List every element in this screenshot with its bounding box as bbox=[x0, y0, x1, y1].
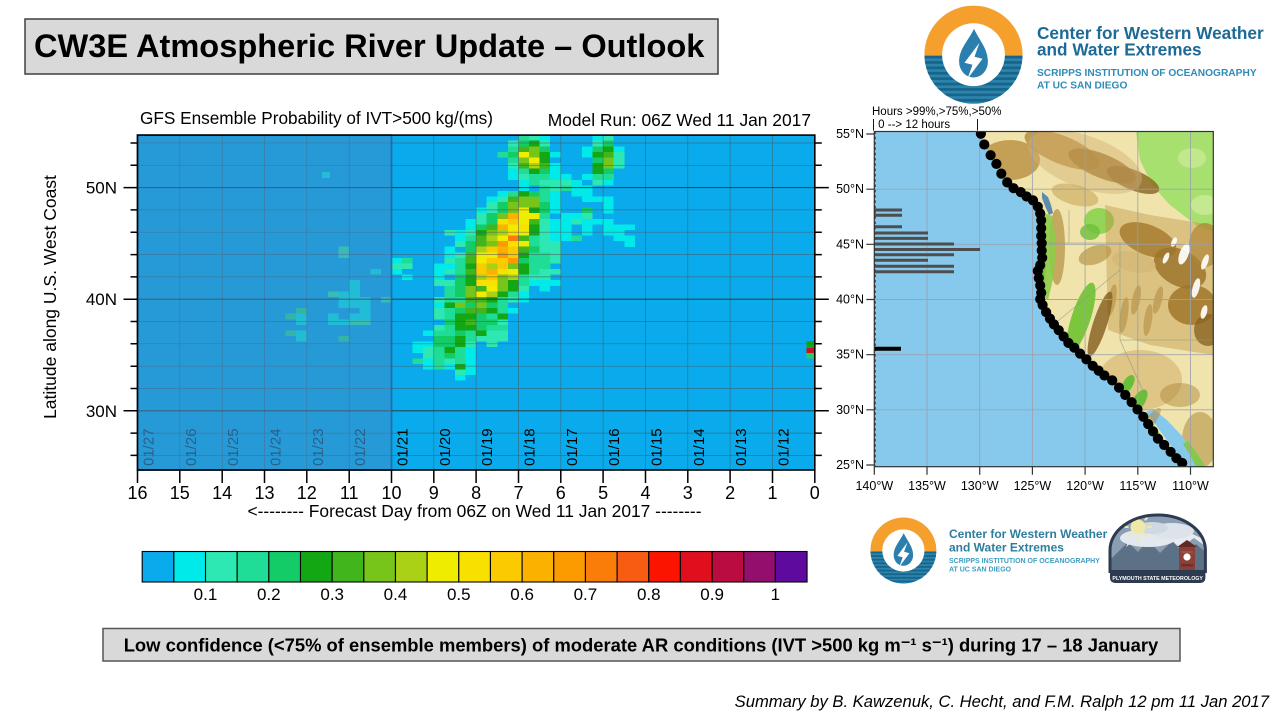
svg-text:0.7: 0.7 bbox=[574, 585, 598, 604]
svg-text:0.5: 0.5 bbox=[447, 585, 471, 604]
svg-text:Model Run: 06Z Wed 11 Jan 2017: Model Run: 06Z Wed 11 Jan 2017 bbox=[548, 110, 811, 130]
svg-text:30°N: 30°N bbox=[836, 403, 864, 417]
svg-text:14: 14 bbox=[212, 483, 232, 503]
svg-text:110°W: 110°W bbox=[1172, 479, 1209, 493]
svg-text:01/22: 01/22 bbox=[352, 428, 369, 466]
svg-text:Center for Western Weather: Center for Western Weather bbox=[949, 527, 1108, 541]
svg-text:10: 10 bbox=[381, 483, 401, 503]
svg-text:30N: 30N bbox=[86, 402, 117, 421]
svg-text:01/21: 01/21 bbox=[395, 428, 412, 466]
svg-text:35°N: 35°N bbox=[836, 348, 864, 362]
svg-text:40N: 40N bbox=[86, 290, 117, 309]
svg-text:4: 4 bbox=[640, 483, 650, 503]
svg-text:01/20: 01/20 bbox=[437, 428, 454, 466]
svg-text:120°W: 120°W bbox=[1066, 479, 1104, 493]
svg-text:45°N: 45°N bbox=[836, 237, 864, 251]
svg-text:0.1: 0.1 bbox=[194, 585, 218, 604]
svg-text:11: 11 bbox=[340, 483, 359, 503]
svg-text:0.2: 0.2 bbox=[257, 585, 281, 604]
svg-text:7: 7 bbox=[513, 483, 523, 503]
svg-text:1: 1 bbox=[767, 483, 777, 503]
svg-text:01/15: 01/15 bbox=[649, 428, 666, 466]
svg-text:0: 0 bbox=[810, 483, 820, 503]
svg-text:125°W: 125°W bbox=[1014, 479, 1052, 493]
svg-text:115°W: 115°W bbox=[1119, 479, 1156, 493]
svg-text:01/25: 01/25 bbox=[225, 428, 242, 466]
svg-text:SCRIPPS INSTITUTION OF OCEANOG: SCRIPPS INSTITUTION OF OCEANOGRAPHY bbox=[949, 558, 1100, 565]
svg-text:AT UC SAN DIEGO: AT UC SAN DIEGO bbox=[949, 567, 1012, 574]
svg-text:GFS Ensemble Probability of IV: GFS Ensemble Probability of IVT>500 kg/(… bbox=[140, 108, 493, 128]
svg-text:01/16: 01/16 bbox=[606, 428, 623, 466]
svg-text:135°W: 135°W bbox=[908, 479, 946, 493]
svg-text:13: 13 bbox=[254, 483, 274, 503]
svg-text:01/27: 01/27 bbox=[141, 428, 158, 466]
svg-text:0.4: 0.4 bbox=[384, 585, 408, 604]
svg-text:Center for Western Weather: Center for Western Weather bbox=[1037, 23, 1264, 43]
svg-text:12: 12 bbox=[297, 483, 317, 503]
svg-text:15: 15 bbox=[170, 483, 190, 503]
svg-text:| 0 --> 12 hours: | 0 --> 12 hours bbox=[872, 119, 950, 131]
svg-text:0.8: 0.8 bbox=[637, 585, 661, 604]
svg-text:50N: 50N bbox=[86, 179, 117, 198]
svg-text:8: 8 bbox=[471, 483, 481, 503]
svg-text:SCRIPPS INSTITUTION OF OCEANOG: SCRIPPS INSTITUTION OF OCEANOGRAPHY bbox=[1037, 68, 1257, 79]
svg-text:9: 9 bbox=[429, 483, 439, 503]
svg-text:01/14: 01/14 bbox=[691, 428, 708, 466]
svg-text:01/24: 01/24 bbox=[268, 428, 285, 466]
svg-text:01/26: 01/26 bbox=[183, 428, 200, 466]
svg-text:|: | bbox=[976, 119, 979, 131]
svg-text:AT UC SAN DIEGO: AT UC SAN DIEGO bbox=[1037, 81, 1127, 92]
svg-text:and Water Extremes: and Water Extremes bbox=[949, 541, 1064, 555]
svg-text:0.3: 0.3 bbox=[320, 585, 344, 604]
svg-text:and Water Extremes: and Water Extremes bbox=[1037, 40, 1202, 60]
svg-text:Summary by B. Kawzenuk, C. Hec: Summary by B. Kawzenuk, C. Hecht, and F.… bbox=[735, 692, 1270, 711]
svg-text:16: 16 bbox=[127, 483, 147, 503]
svg-text:01/13: 01/13 bbox=[733, 428, 750, 466]
svg-text:55°N: 55°N bbox=[836, 127, 864, 141]
svg-text:01/18: 01/18 bbox=[522, 428, 539, 466]
svg-text:50°N: 50°N bbox=[836, 182, 864, 196]
svg-text:PLYMOUTH STATE METEOROLOGY: PLYMOUTH STATE METEOROLOGY bbox=[1112, 576, 1203, 582]
svg-text:01/17: 01/17 bbox=[564, 428, 581, 466]
svg-text:01/12: 01/12 bbox=[776, 428, 793, 466]
svg-text:0.9: 0.9 bbox=[700, 585, 724, 604]
svg-text:0.6: 0.6 bbox=[510, 585, 534, 604]
svg-text:5: 5 bbox=[598, 483, 608, 503]
svg-text:CW3E Atmospheric River Update: CW3E Atmospheric River Update – Outlook bbox=[34, 27, 705, 64]
svg-text:3: 3 bbox=[683, 483, 693, 503]
svg-text:Hours >99%,>75%,>50%: Hours >99%,>75%,>50% bbox=[872, 106, 1001, 118]
svg-text:25°N: 25°N bbox=[836, 458, 864, 472]
svg-text:40°N: 40°N bbox=[836, 293, 864, 307]
svg-text:6: 6 bbox=[556, 483, 566, 503]
svg-text:1: 1 bbox=[771, 585, 780, 604]
svg-text:<-------- Forecast Day from 06: <-------- Forecast Day from 06Z on Wed 1… bbox=[247, 501, 701, 521]
svg-text:01/19: 01/19 bbox=[479, 428, 496, 466]
svg-text:140°W: 140°W bbox=[855, 479, 893, 493]
svg-text:01/23: 01/23 bbox=[310, 428, 327, 466]
svg-text:Low confidence (<75% of ensemb: Low confidence (<75% of ensemble members… bbox=[124, 635, 1159, 656]
svg-text:2: 2 bbox=[725, 483, 735, 503]
svg-text:Latitude along U.S. West Coast: Latitude along U.S. West Coast bbox=[40, 175, 60, 419]
svg-text:130°W: 130°W bbox=[961, 479, 999, 493]
